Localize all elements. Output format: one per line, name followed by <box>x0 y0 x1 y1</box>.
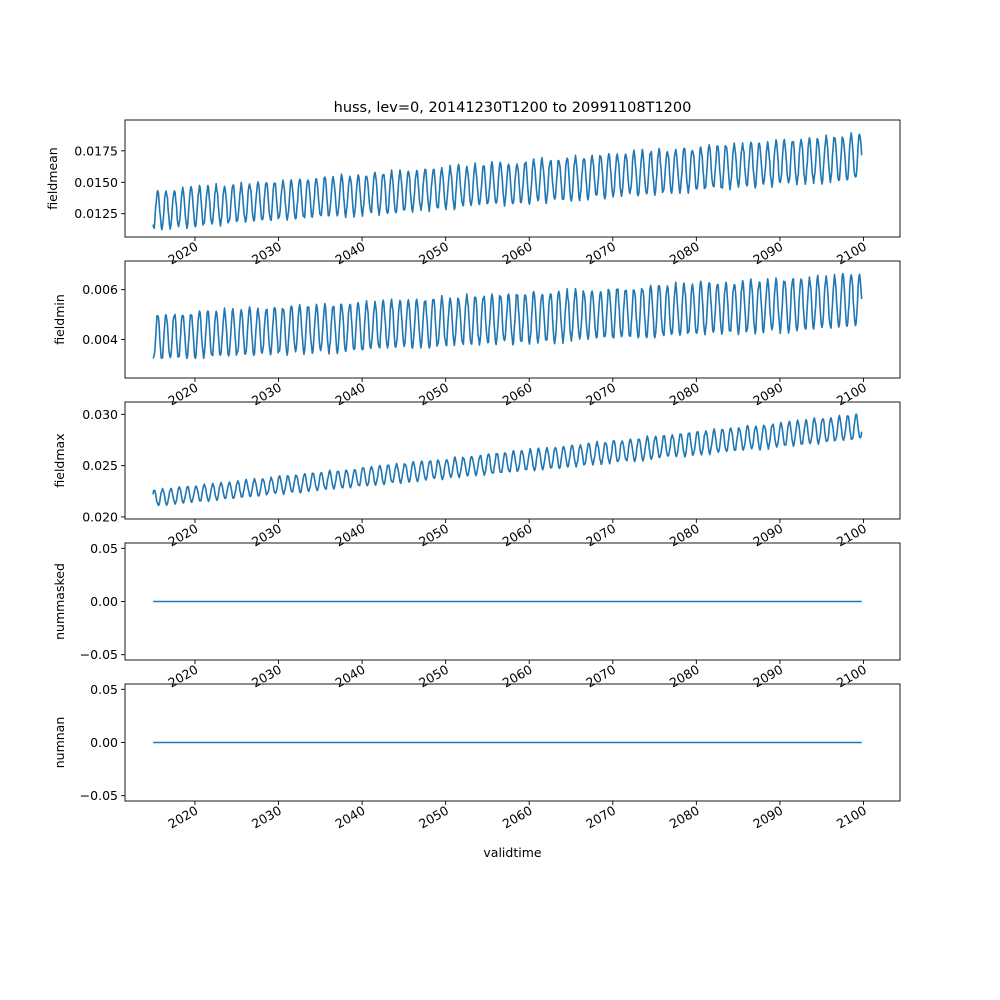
x-tick-label: 2030 <box>249 521 284 550</box>
x-tick-label: 2080 <box>667 803 702 832</box>
x-tick-label: 2060 <box>500 662 535 691</box>
x-tick-label: 2060 <box>500 239 535 268</box>
x-tick-label: 2080 <box>667 239 702 268</box>
y-tick-label: 0.00 <box>90 735 118 750</box>
panel-fieldmax: 0.020 0.025 0.030 fieldmax 2020 2030 2040 2050 2… <box>52 401 901 550</box>
x-tick-label: 2070 <box>583 662 618 691</box>
x-tick-label: 2070 <box>583 239 618 268</box>
panel-numnan: −0.05 0.00 0.05 numnan 2020 2030 2040 2050 2060 2… <box>52 682 901 832</box>
x-tick-label: 2100 <box>834 662 869 691</box>
x-tick-label: 2040 <box>333 380 368 409</box>
x-tick-label: 2020 <box>165 380 200 409</box>
x-tick-label: 2020 <box>165 239 200 268</box>
x-tick-label: 2040 <box>333 662 368 691</box>
axes-frame <box>124 401 901 520</box>
y-tick-label: 0.006 <box>82 282 118 297</box>
axes-frame <box>124 119 901 238</box>
axes-frame <box>124 260 901 379</box>
x-tick-label: 2090 <box>750 803 785 832</box>
y-tick-label: 0.025 <box>82 458 118 473</box>
x-tick-label: 2090 <box>750 380 785 409</box>
x-tick-label: 2090 <box>750 239 785 268</box>
y-axis-label: numnan <box>52 717 67 769</box>
x-tick-label: 2050 <box>416 380 451 409</box>
y-axis-label: fieldmin <box>52 294 67 345</box>
x-tick-label: 2020 <box>165 521 200 550</box>
y-tick-label: −0.05 <box>80 788 118 803</box>
x-tick-label: 2050 <box>416 521 451 550</box>
x-tick-label: 2100 <box>834 521 869 550</box>
panels: 0.0125 0.0150 0.0175 fieldmean 2020 2030 2040 2… <box>45 119 901 832</box>
y-axis-label: nummasked <box>52 563 67 640</box>
x-tick-label: 2070 <box>583 521 618 550</box>
x-tick-label: 2050 <box>416 239 451 268</box>
series-line <box>152 413 863 507</box>
x-tick-label: 2060 <box>500 380 535 409</box>
y-tick-label: 0.00 <box>90 594 118 609</box>
x-tick-label: 2030 <box>249 239 284 268</box>
series-line <box>152 272 863 360</box>
x-tick-label: 2060 <box>500 521 535 550</box>
panel-nummasked: −0.05 0.00 0.05 nummasked 2020 2030 2040 2050 20… <box>52 541 901 691</box>
x-tick-label: 2080 <box>667 662 702 691</box>
y-tick-label: 0.020 <box>82 509 118 524</box>
y-tick-label: 0.0175 <box>74 143 118 158</box>
y-tick-label: −0.05 <box>80 647 118 662</box>
x-axis-label: validtime <box>483 845 541 860</box>
y-axis-label: fieldmax <box>52 433 67 487</box>
y-tick-label: 0.0150 <box>74 175 118 190</box>
x-tick-label: 2020 <box>165 662 200 691</box>
y-axis-label: fieldmean <box>45 147 60 209</box>
x-tick-label: 2100 <box>834 803 869 832</box>
x-tick-label: 2090 <box>750 662 785 691</box>
x-tick-label: 2040 <box>333 803 368 832</box>
x-tick-label: 2100 <box>834 239 869 268</box>
x-tick-label: 2020 <box>165 803 200 832</box>
x-tick-label: 2040 <box>333 239 368 268</box>
y-tick-label: 0.05 <box>90 682 118 697</box>
x-tick-label: 2080 <box>667 380 702 409</box>
x-tick-label: 2030 <box>249 803 284 832</box>
y-tick-label: 0.05 <box>90 541 118 556</box>
x-tick-label: 2050 <box>416 662 451 691</box>
x-tick-label: 2100 <box>834 380 869 409</box>
series-line <box>152 132 863 231</box>
x-tick-label: 2030 <box>249 380 284 409</box>
x-tick-label: 2040 <box>333 521 368 550</box>
x-tick-label: 2070 <box>583 803 618 832</box>
y-tick-label: 0.0125 <box>74 206 118 221</box>
panel-fieldmin: 0.004 0.006 fieldmin 2020 2030 2040 2050 2060 20… <box>52 260 901 409</box>
x-tick-label: 2070 <box>583 380 618 409</box>
panel-fieldmean: 0.0125 0.0150 0.0175 fieldmean 2020 2030 2040 2… <box>45 119 901 268</box>
x-tick-label: 2060 <box>500 803 535 832</box>
chart-title: huss, lev=0, 20141230T1200 to 20991108T1… <box>334 100 692 116</box>
y-tick-label: 0.030 <box>82 407 118 422</box>
y-tick-label: 0.004 <box>82 332 118 347</box>
x-tick-label: 2090 <box>750 521 785 550</box>
x-tick-label: 2050 <box>416 803 451 832</box>
x-tick-label: 2030 <box>249 662 284 691</box>
x-tick-label: 2080 <box>667 521 702 550</box>
